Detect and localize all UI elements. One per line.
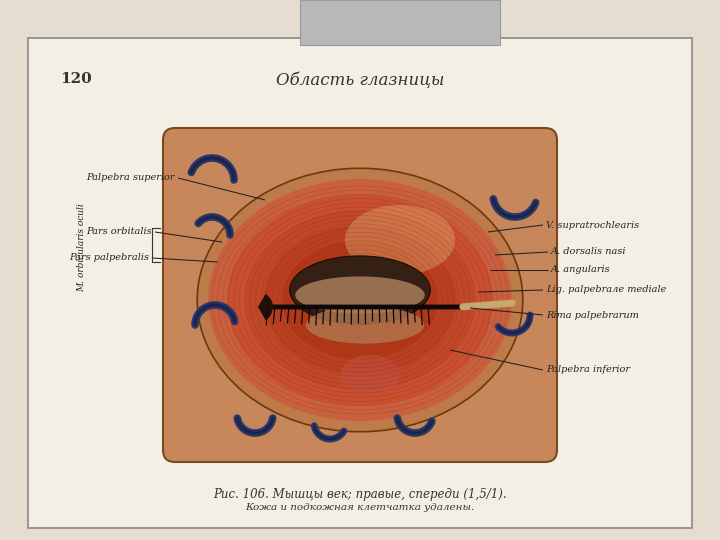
Ellipse shape <box>197 168 523 432</box>
Text: Lig. palpebrале mediale: Lig. palpebrале mediale <box>546 286 667 294</box>
Wedge shape <box>258 294 273 320</box>
Text: Palpebra inferior: Palpebra inferior <box>546 366 630 375</box>
Bar <box>300 0 500 45</box>
Ellipse shape <box>208 179 512 421</box>
Text: A. angularis: A. angularis <box>551 266 611 274</box>
Text: Область глазницы: Область глазницы <box>276 72 444 89</box>
Text: V. supratrochlearis: V. supratrochlearis <box>546 220 639 230</box>
Ellipse shape <box>306 306 424 343</box>
Ellipse shape <box>246 210 474 390</box>
Ellipse shape <box>340 355 400 395</box>
Ellipse shape <box>264 226 456 374</box>
Text: Кожа и подкожная клетчатка удалены.: Кожа и подкожная клетчатка удалены. <box>246 503 474 512</box>
Text: 120: 120 <box>60 72 91 86</box>
FancyArrowPatch shape <box>463 303 512 307</box>
Text: Rima palpebrarum: Rima palpebrarum <box>546 310 639 320</box>
Ellipse shape <box>295 276 425 314</box>
Text: A. dorsalis nasi: A. dorsalis nasi <box>551 247 626 256</box>
Ellipse shape <box>345 205 455 275</box>
Text: Рис. 106. Мышцы век; правые, спереди (1,5/1).: Рис. 106. Мышцы век; правые, спереди (1,… <box>213 488 507 501</box>
Ellipse shape <box>289 256 431 324</box>
Text: Pars palpebralis: Pars palpebralis <box>69 253 149 262</box>
Text: Palpebra superior: Palpebra superior <box>86 173 175 183</box>
Text: Pars orbitalis: Pars orbitalis <box>86 227 152 237</box>
Ellipse shape <box>282 241 438 359</box>
FancyBboxPatch shape <box>163 128 557 462</box>
Ellipse shape <box>227 194 493 406</box>
Text: M. orbicularis oculi: M. orbicularis oculi <box>78 204 86 292</box>
